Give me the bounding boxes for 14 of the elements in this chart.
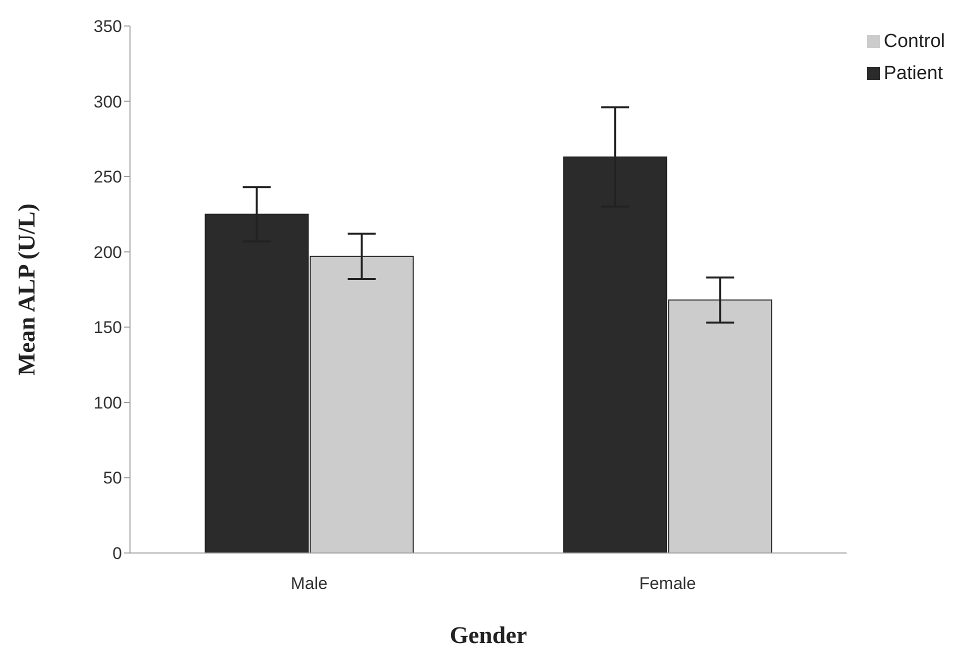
x-tick-label: Female bbox=[639, 574, 696, 594]
y-tick-label: 150 bbox=[94, 318, 122, 338]
y-tick-label: 100 bbox=[94, 393, 122, 412]
legend-label: Patient bbox=[884, 63, 943, 84]
y-tick-label: 300 bbox=[94, 92, 122, 112]
y-tick-label: 200 bbox=[94, 242, 122, 262]
y-tick-label: 250 bbox=[94, 168, 122, 187]
y-tick-label: 0 bbox=[112, 544, 122, 564]
legend-label: Control bbox=[884, 31, 945, 52]
y-tick-label: 50 bbox=[103, 468, 122, 488]
x-tick-label: Male bbox=[290, 574, 328, 594]
y-tick-label: 350 bbox=[94, 17, 122, 36]
x-axis-title: Gender bbox=[450, 623, 528, 649]
y-axis-title: Mean ALP (U/L) bbox=[14, 204, 41, 376]
